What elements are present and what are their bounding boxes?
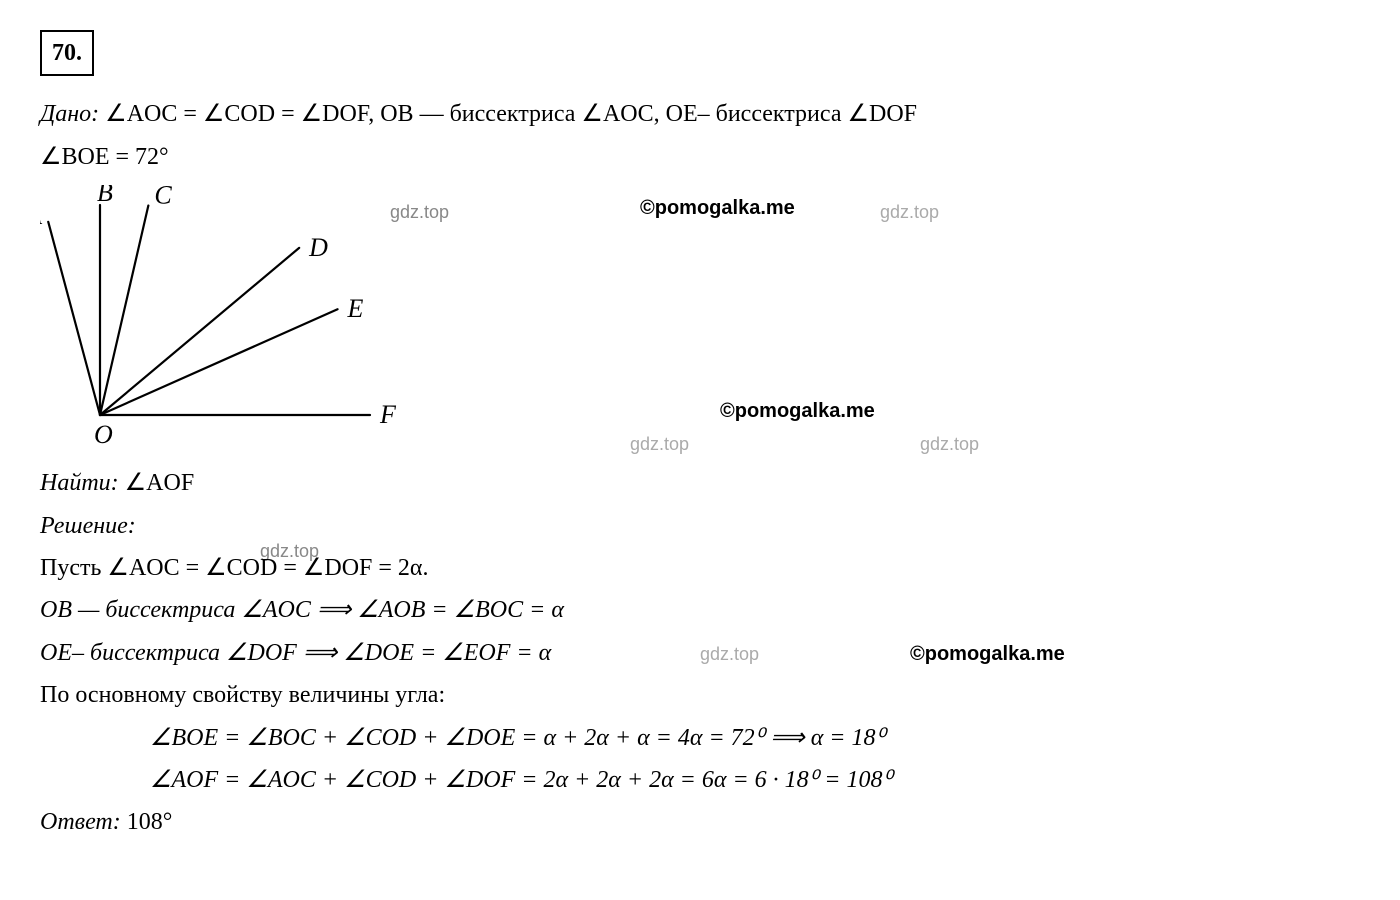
solution-line-1: Пусть ∠AOC = ∠COD = ∠DOF = 2α. [40, 549, 1360, 587]
watermark-gdz: gdz.top [880, 198, 939, 227]
given-row: Дано: ∠AOC = ∠COD = ∠DOF, OB — биссектри… [40, 95, 1360, 133]
solution-label: Решение: [40, 513, 136, 539]
watermark-pomogalka: ©pomogalka.me [910, 638, 1065, 670]
angle-boe-row: ∠BOE = 72° [40, 138, 1360, 176]
problem-number: 70. [40, 30, 94, 76]
svg-text:A: A [40, 201, 42, 230]
watermark-pomogalka: ©pomogalka.me [720, 395, 875, 427]
find-text: ∠AOF [125, 470, 195, 496]
svg-text:O: O [94, 420, 113, 449]
svg-text:E: E [347, 294, 364, 323]
line1-text: ∠AOC = ∠COD = ∠DOF = 2α. [107, 555, 428, 581]
watermark-gdz: gdz.top [700, 640, 759, 669]
watermark-gdz: gdz.top [630, 430, 689, 459]
solution-line-4: По основному свойству величины угла: [40, 676, 1360, 714]
line4-text: По основному свойству величины угла: [40, 682, 445, 708]
line6-text: ∠AOF = ∠AOC + ∠COD + ∠DOF = 2α + 2α + 2α… [150, 767, 892, 793]
answer-label: Ответ: [40, 809, 121, 835]
svg-text:B: B [97, 185, 113, 207]
solution-line-2: OB — биссектриса ∠AOC ⟹ ∠AOB = ∠BOC = α [40, 591, 1360, 629]
line1-prefix: Пусть [40, 555, 107, 581]
watermark-gdz: gdz.top [920, 430, 979, 459]
solution-line-3: OE– биссектриса ∠DOF ⟹ ∠DOE = ∠EOF = α g… [40, 634, 1360, 672]
answer-row: Ответ: 108° [40, 803, 1360, 841]
solution-line-6: gdz.top ∠AOF = ∠AOC + ∠COD + ∠DOF = 2α +… [40, 761, 1360, 799]
svg-text:D: D [308, 233, 328, 262]
find-label: Найти: [40, 470, 119, 496]
solution-line-5: ∠BOE = ∠BOC + ∠COD + ∠DOE = α + 2α + α =… [40, 719, 1360, 757]
given-label: Дано: [40, 101, 99, 127]
given-text: ∠AOC = ∠COD = ∠DOF, OB — биссектриса ∠AO… [105, 101, 917, 127]
watermark-pomogalka: ©pomogalka.me [640, 192, 795, 224]
line5-text: ∠BOE = ∠BOC + ∠COD + ∠DOE = α + 2α + α =… [150, 725, 885, 751]
watermark-gdz: gdz.top [390, 198, 449, 227]
line2-text: OB — биссектриса ∠AOC ⟹ ∠AOB = ∠BOC = α [40, 597, 564, 623]
svg-text:C: C [154, 185, 172, 210]
angle-boe: ∠BOE = 72° [40, 144, 169, 170]
angle-diagram: A B C D E F O [40, 185, 440, 455]
solution-label-row: Решение: gdz.top [40, 507, 1360, 545]
svg-text:F: F [379, 400, 397, 429]
find-row: Найти: ∠AOF [40, 464, 1360, 502]
answer-text: 108° [127, 809, 173, 835]
line3-text: OE– биссектриса ∠DOF ⟹ ∠DOE = ∠EOF = α [40, 640, 551, 666]
